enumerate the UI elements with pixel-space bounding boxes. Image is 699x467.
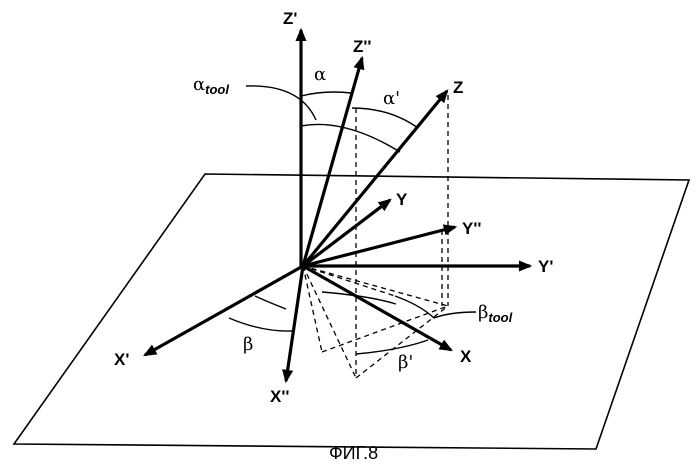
alpha-prime-label: α' bbox=[383, 88, 400, 109]
z-axis bbox=[303, 91, 447, 266]
beta-tool-arc bbox=[395, 296, 434, 318]
beta-tool-leader bbox=[434, 312, 476, 318]
alpha-label: α bbox=[314, 64, 326, 85]
x-prime-axis bbox=[145, 266, 303, 355]
x-double-label: X'' bbox=[270, 387, 289, 406]
beta-arc-outer bbox=[255, 296, 286, 309]
alpha-tool-label: αtool bbox=[193, 74, 229, 97]
alpha-tool-subscript: tool bbox=[205, 82, 229, 97]
beta-tool-symbol: β bbox=[478, 302, 488, 323]
alpha-prime-arc bbox=[352, 108, 418, 128]
z-prime-label: Z' bbox=[283, 9, 297, 28]
beta-tool-label: βtool bbox=[478, 302, 513, 325]
x-double-axis bbox=[286, 266, 303, 381]
beta-prime-label: β' bbox=[398, 352, 413, 373]
alpha-tool-arc bbox=[301, 124, 400, 152]
beta-tool-subscript: tool bbox=[488, 310, 512, 325]
z-ground-projection bbox=[303, 266, 448, 306]
z-double-axis bbox=[303, 58, 362, 266]
ground-dash-3 bbox=[303, 266, 322, 352]
y-double-label: Y'' bbox=[462, 219, 481, 238]
beta-prime-arc bbox=[356, 340, 428, 354]
z-label: Z bbox=[453, 78, 463, 97]
x-axis bbox=[303, 266, 451, 350]
y-label: Y bbox=[396, 190, 408, 209]
x-prime-label: X' bbox=[114, 350, 129, 369]
alpha-arc bbox=[301, 92, 351, 96]
y-prime-label: Y' bbox=[538, 257, 553, 276]
y-double-axis bbox=[303, 227, 455, 266]
beta-label: β bbox=[243, 334, 253, 355]
reference-plane bbox=[14, 174, 689, 449]
beta-arc bbox=[229, 318, 292, 331]
x-label: X bbox=[460, 347, 472, 366]
figure-caption: ФИГ.8 bbox=[329, 443, 378, 463]
alpha-tool-leader bbox=[246, 86, 316, 120]
z-double-label: Z'' bbox=[353, 37, 371, 56]
alpha-tool-symbol: α bbox=[193, 74, 205, 95]
